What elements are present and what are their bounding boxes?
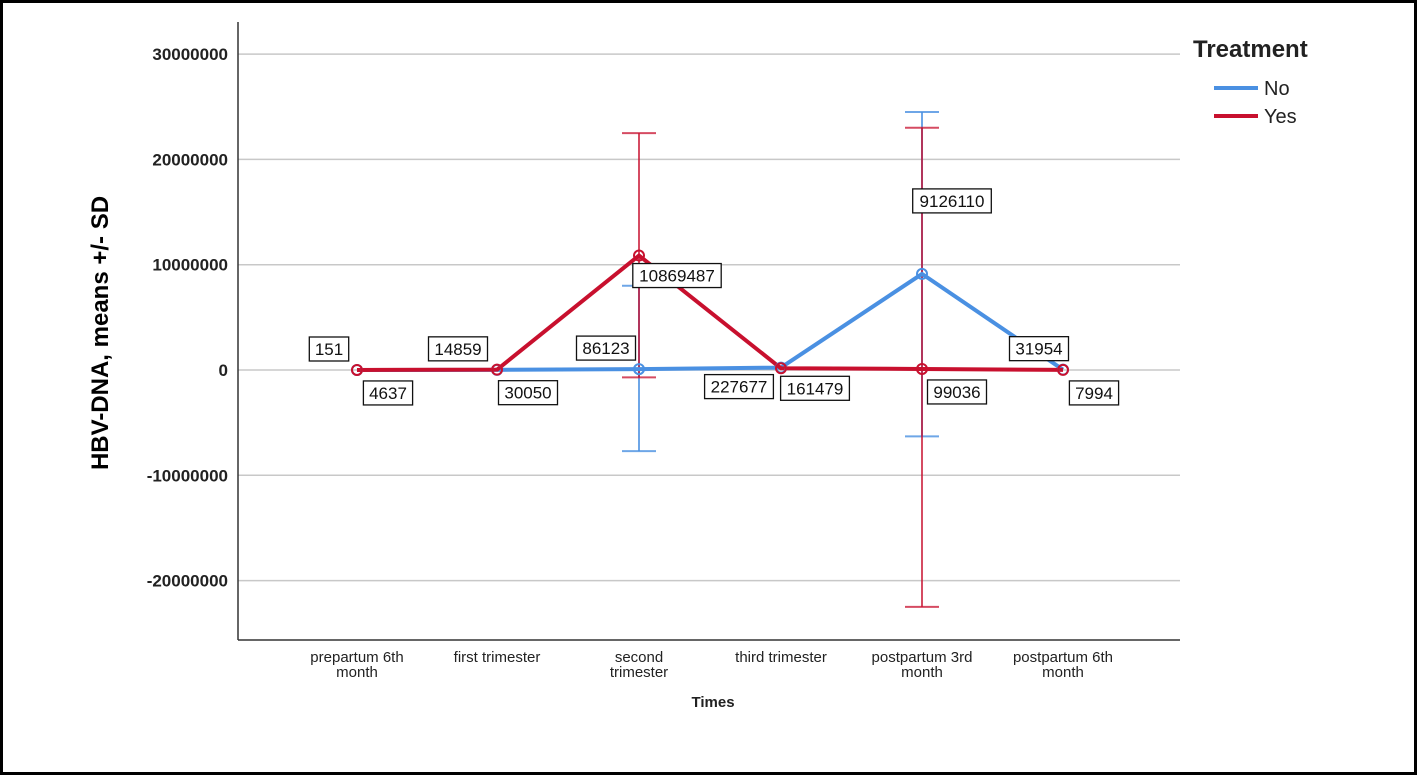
data-label-no: 86123	[582, 339, 629, 358]
data-label-box-no	[427, 336, 489, 362]
legend-label-yes: Yes	[1264, 106, 1297, 128]
data-point-yes	[1057, 363, 1069, 376]
data-point-no	[916, 267, 928, 280]
data-label-box-yes	[497, 380, 559, 406]
x-category-label: second trimester	[610, 649, 668, 681]
data-label-box-no	[1008, 336, 1070, 362]
y-tick-label: 10000000	[152, 256, 228, 275]
legend-label-no: No	[1264, 78, 1290, 100]
x-category-label: third trimester	[735, 649, 827, 666]
data-label-box-no	[575, 335, 637, 361]
data-points	[351, 249, 1069, 376]
data-label-yes: 4637	[369, 384, 407, 403]
data-label-no: 151	[315, 340, 343, 359]
data-label-box-no	[912, 188, 992, 214]
y-tick-label: 20000000	[152, 150, 228, 169]
series-line-yes	[356, 253, 1064, 372]
data-point-yes	[351, 363, 363, 376]
data-label-yes: 10869487	[639, 267, 715, 286]
data-label-no: 31954	[1015, 340, 1062, 359]
data-label-box-yes	[779, 375, 851, 401]
y-axis-label: HBV-DNA, means +/- SD	[87, 196, 114, 470]
x-category-labels: prepartum 6th month first trimester second t…	[310, 649, 1113, 681]
data-labels: 151 14859 86123 227677 9126110 31954 4637 30050…	[308, 188, 1120, 406]
x-axis-label: Times	[691, 694, 734, 711]
x-category-label: postpartum 3rd month	[872, 649, 973, 681]
data-label-no: 227677	[711, 378, 768, 397]
data-label-box-no	[308, 336, 350, 362]
data-label-yes: 30050	[504, 384, 551, 403]
data-label-box-yes	[1068, 380, 1120, 406]
y-tick-label: -10000000	[147, 466, 228, 485]
data-point-yes	[491, 363, 503, 376]
data-point-yes	[775, 362, 787, 375]
axes	[237, 22, 1180, 641]
x-category-label: first trimester	[454, 649, 541, 666]
series-lines	[356, 253, 1065, 372]
data-label-yes: 99036	[933, 383, 980, 402]
data-label-box-yes	[926, 379, 988, 405]
data-label-box-yes	[632, 262, 722, 289]
data-label-no: 9126110	[920, 192, 985, 211]
y-tick-label: 0	[219, 361, 228, 380]
data-label-yes: 161479	[787, 379, 844, 398]
grid-lines	[238, 53, 1180, 582]
y-tick-labels: 30000000 20000000 10000000 0 -10000000 -20000…	[147, 45, 228, 591]
y-tick-label: 30000000	[152, 45, 228, 64]
data-label-box-no	[703, 373, 775, 400]
data-label-yes: 7994	[1075, 384, 1113, 403]
x-category-label: postpartum 6th month	[1013, 649, 1113, 681]
x-category-label: prepartum 6th month	[310, 649, 403, 681]
data-label-box-yes	[362, 380, 414, 406]
legend-title: Treatment	[1193, 36, 1308, 63]
data-label-no: 14859	[434, 340, 481, 359]
legend: Treatment No Yes	[1193, 36, 1308, 128]
data-point-no	[633, 363, 645, 376]
data-point-yes	[633, 249, 645, 262]
y-tick-label: -20000000	[147, 572, 228, 591]
data-point-yes	[916, 362, 928, 375]
error-bars	[622, 111, 939, 608]
